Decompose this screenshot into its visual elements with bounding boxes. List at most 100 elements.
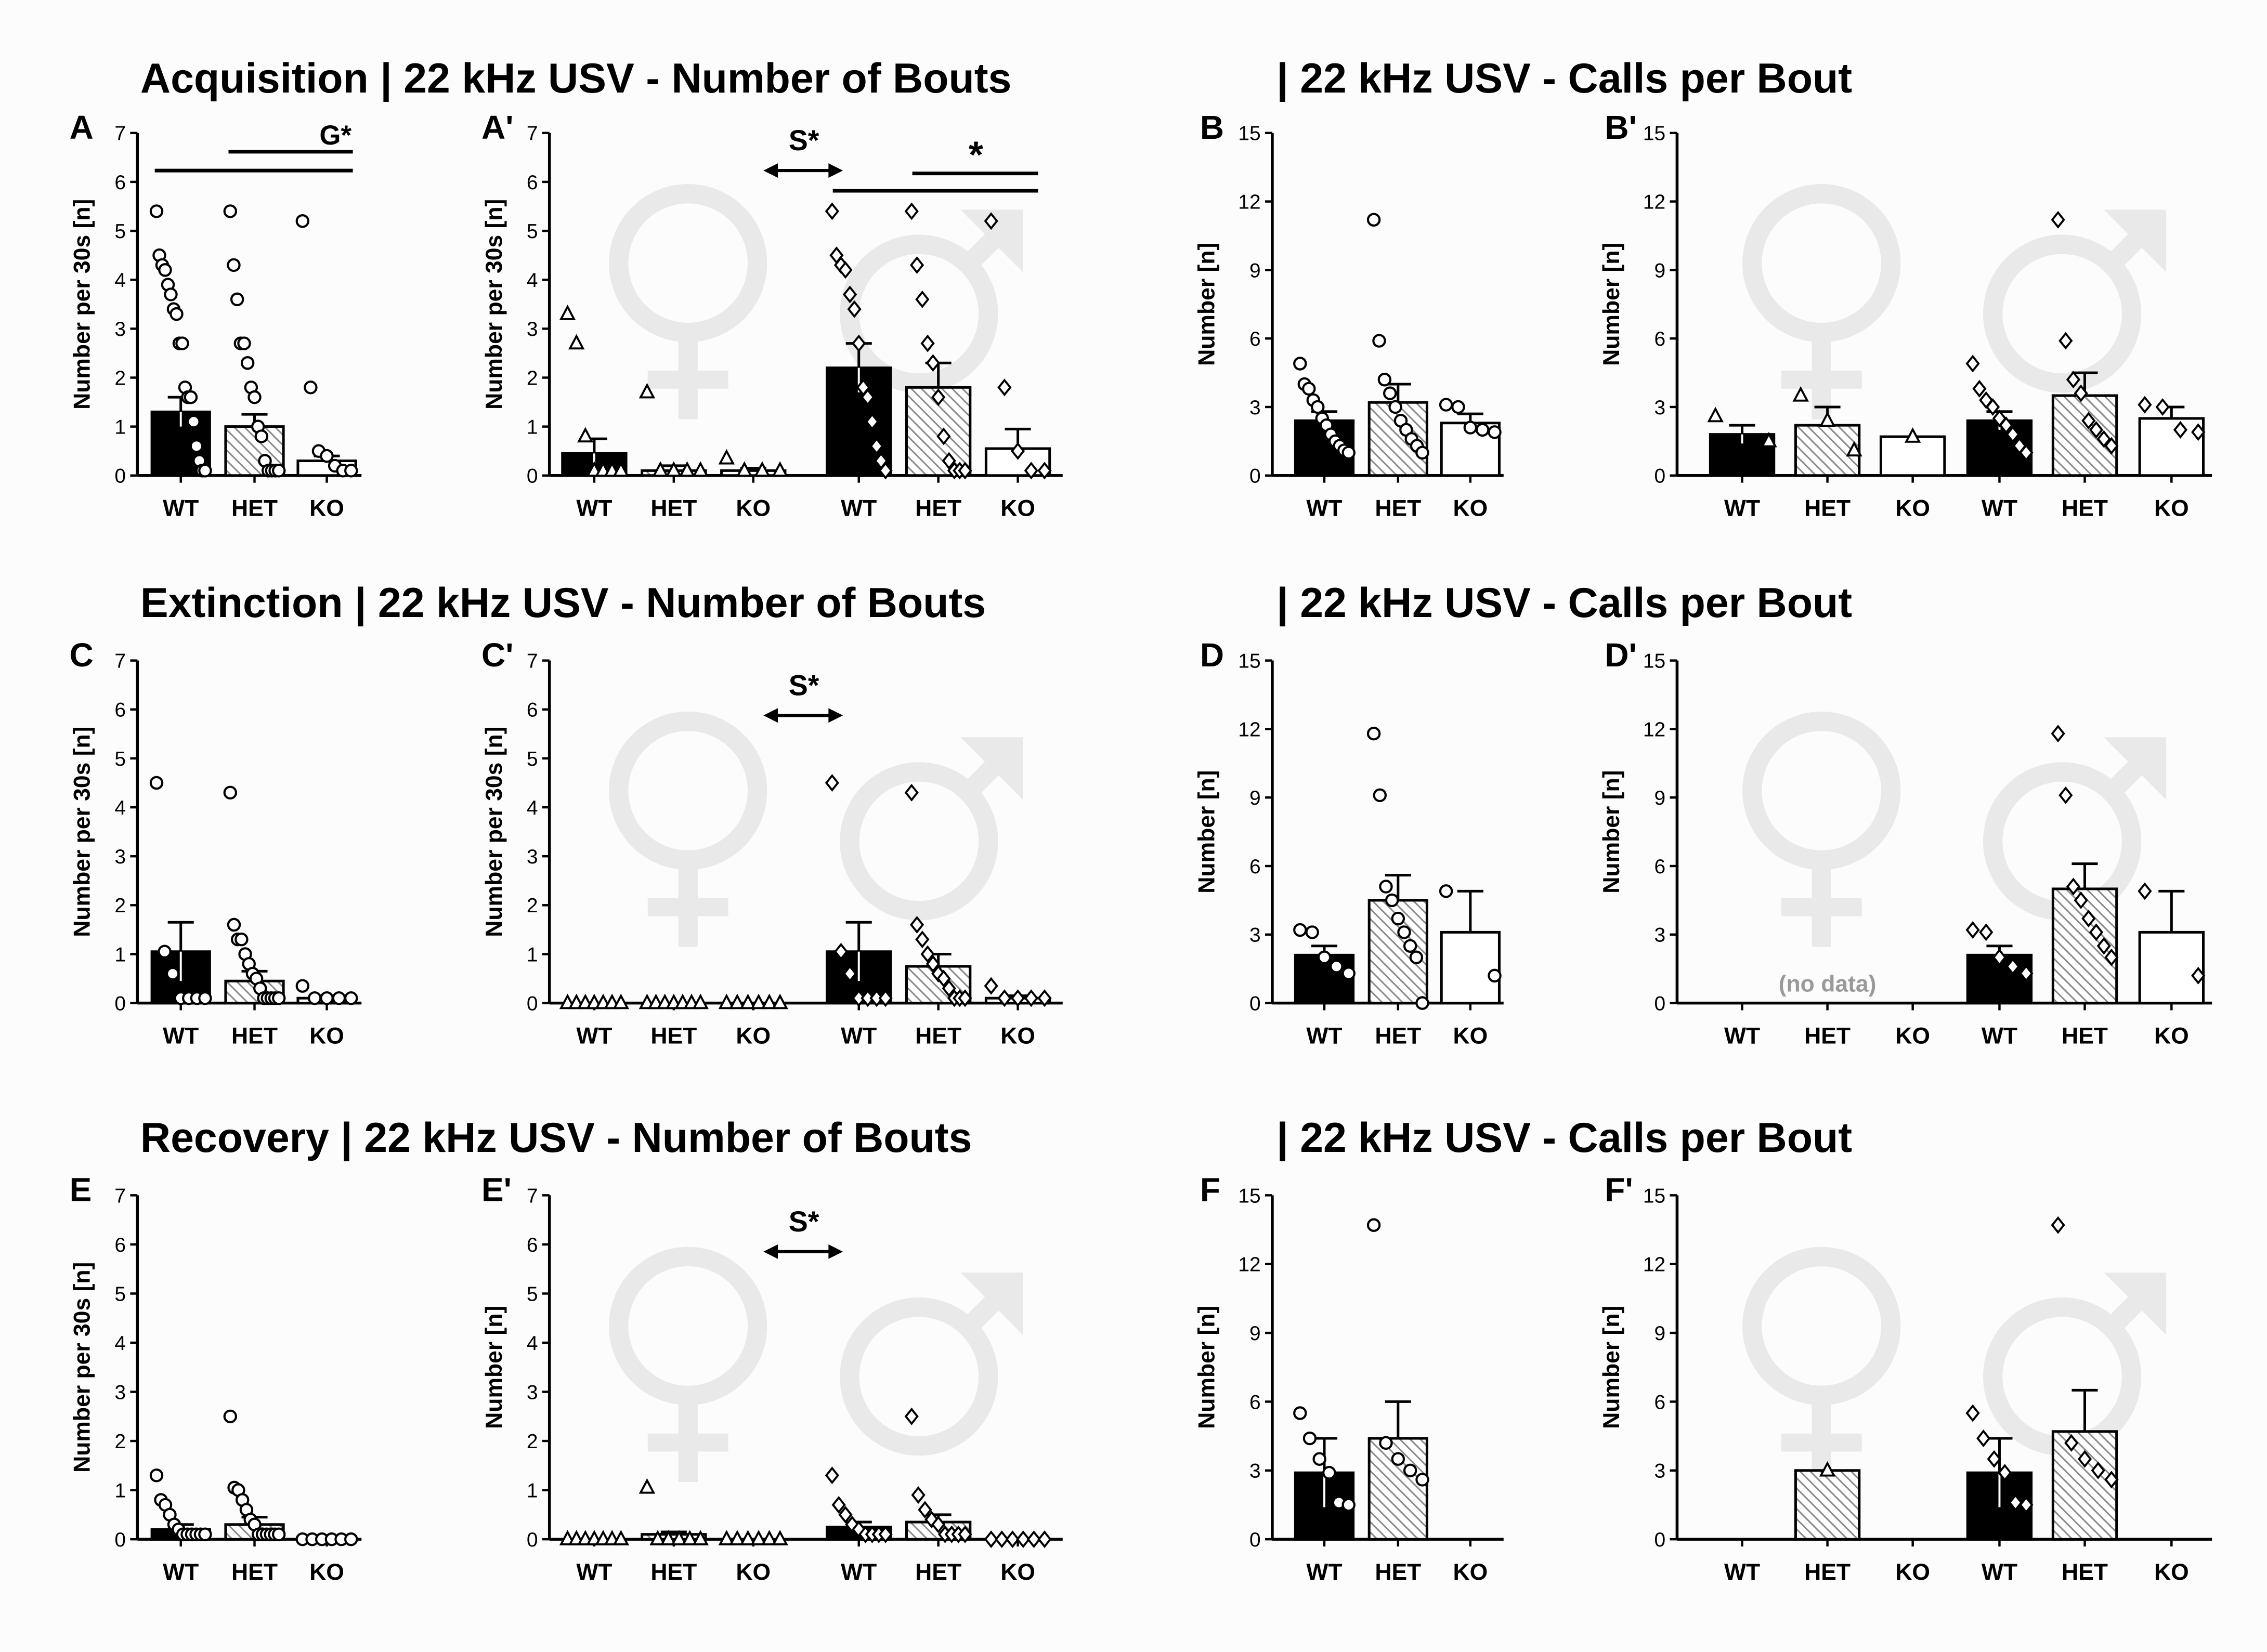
data-point	[2019, 1496, 2034, 1514]
data-point	[295, 979, 310, 993]
y-tick-label: 4	[527, 269, 538, 292]
y-axis-label: Number [n]	[1599, 770, 1624, 894]
data-point	[1415, 996, 1429, 1010]
data-point	[332, 991, 346, 1005]
data-point	[2005, 958, 2020, 976]
data-point	[931, 1515, 946, 1533]
bar-het	[2051, 1430, 2118, 1541]
data-point	[2081, 412, 2096, 430]
data-point	[926, 354, 940, 372]
panel-6: D 0 3 6 9 12 15 Number [n] WT HET KO	[1194, 636, 1504, 1048]
panel-letter: A	[70, 109, 94, 146]
y-tick-label: 5	[527, 220, 538, 243]
data-point	[1409, 950, 1424, 964]
y-tick-label: 0	[1654, 1529, 1666, 1551]
x-tick-label: WT	[841, 1023, 877, 1048]
data-point	[772, 1530, 788, 1545]
data-point	[942, 452, 956, 470]
x-tick-label: HET	[2062, 496, 2108, 521]
data-point	[736, 461, 753, 477]
mars-watermark-icon-arrowhead	[2104, 737, 2167, 800]
x-tick-label: KO	[2154, 496, 2189, 521]
data-point	[911, 1486, 926, 1504]
data-point	[915, 930, 930, 949]
x-tick-label: HET	[1804, 496, 1851, 521]
mars-watermark-icon-arrowhead	[960, 737, 1023, 800]
panel-letter: C'	[481, 636, 513, 674]
y-tick-label: 3	[1249, 924, 1261, 947]
data-point	[198, 1527, 212, 1541]
x-tick-label: HET	[1804, 1559, 1851, 1585]
data-point	[1311, 400, 1325, 414]
y-tick-label: 6	[114, 1234, 126, 1256]
data-point	[1366, 213, 1381, 227]
y-tick-label: 15	[1643, 1185, 1665, 1207]
data-point	[958, 1525, 972, 1543]
data-point	[878, 462, 893, 480]
data-point	[926, 955, 940, 973]
arrowhead-left	[763, 163, 778, 178]
y-tick-label: 12	[1643, 1254, 1665, 1276]
data-point	[1341, 966, 1356, 980]
y-tick-label: 7	[114, 1185, 126, 1207]
y-tick-label: 1	[114, 943, 126, 966]
data-point	[184, 390, 198, 404]
arrowhead-left	[763, 1244, 778, 1259]
x-tick-label: KO	[309, 1023, 344, 1048]
data-point	[1341, 445, 1356, 460]
y-tick-label: 6	[1249, 1391, 1261, 1413]
data-point	[639, 1478, 656, 1494]
data-point	[1026, 1530, 1041, 1549]
y-tick-label: 0	[1654, 993, 1666, 1015]
y-tick-label: 9	[1654, 787, 1666, 809]
data-point	[936, 969, 951, 988]
data-point	[158, 945, 172, 959]
y-tick-label: 5	[527, 748, 538, 770]
data-point	[1037, 462, 1052, 480]
panel-9: E' 0 1 2 3 4 5 6 7 Number [n] WT HET KO WT HET KO S*	[481, 1171, 1063, 1585]
mars-watermark-icon	[840, 209, 1023, 393]
data-point	[1377, 373, 1392, 387]
row-title-acquisition-calls: | 22 kHz USV - Calls per Bout	[1276, 55, 1852, 102]
y-tick-label: 3	[1654, 397, 1666, 419]
data-point	[2019, 443, 2034, 462]
x-tick-label: WT	[1306, 1559, 1342, 1585]
mars-watermark-icon-ring	[840, 1297, 998, 1456]
x-tick-label: WT	[576, 1559, 612, 1585]
y-tick-label: 4	[527, 797, 538, 819]
y-tick-label: 6	[114, 172, 126, 194]
data-point	[1965, 921, 1980, 939]
data-point	[189, 439, 204, 453]
data-point	[2191, 423, 2206, 441]
y-axis-label: Number [n]	[1599, 1306, 1624, 1429]
data-point	[577, 427, 594, 443]
data-point	[718, 993, 735, 1009]
data-point	[750, 993, 767, 1009]
y-tick-label: 15	[1238, 650, 1260, 673]
data-point	[1312, 1452, 1326, 1466]
data-point	[559, 305, 576, 320]
y-tick-label: 7	[527, 650, 538, 673]
data-point	[878, 1525, 893, 1543]
data-point	[825, 773, 839, 792]
data-point	[2058, 332, 2073, 350]
y-tick-label: 12	[1238, 1254, 1260, 1276]
bar-het	[1794, 1469, 1861, 1541]
mars-watermark-icon	[840, 737, 1023, 921]
data-point	[234, 933, 249, 947]
panel-8: E 0 1 2 3 4 5 6 7 Number per 30s [n] WT HET KO	[70, 1171, 362, 1585]
data-point	[2138, 396, 2152, 414]
data-point	[1439, 398, 1453, 412]
x-tick-label: WT	[1306, 1023, 1342, 1048]
arrowhead-left	[763, 708, 778, 723]
data-point	[1439, 884, 1453, 898]
y-tick-label: 3	[527, 846, 538, 868]
x-tick-label: KO	[2154, 1559, 2189, 1585]
y-tick-label: 12	[1643, 191, 1665, 213]
x-tick-label: HET	[231, 496, 278, 521]
y-tick-label: 9	[1654, 259, 1666, 282]
panel-letter: B	[1200, 109, 1224, 146]
data-point	[149, 1469, 164, 1483]
row-title-recovery: Recovery | 22 kHz USV - Number of Bouts	[140, 1115, 972, 1162]
